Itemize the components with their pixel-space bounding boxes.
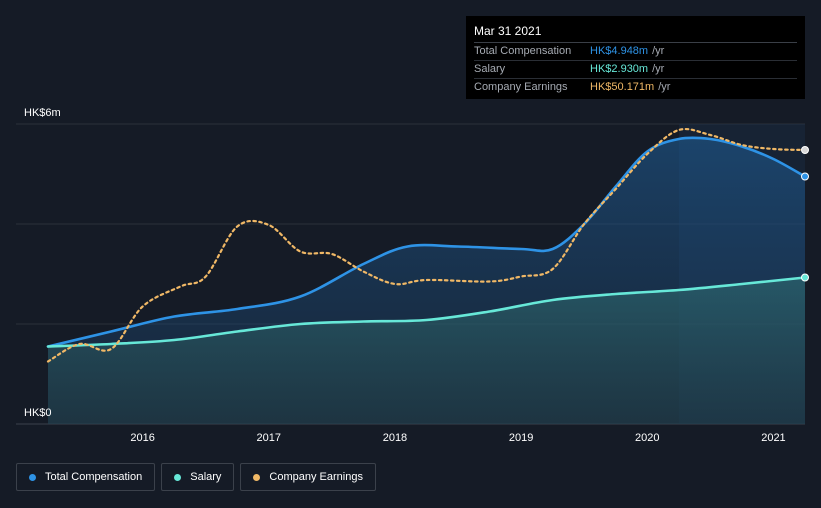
legend-dot-icon bbox=[253, 473, 261, 481]
tooltip-label: Company Earnings bbox=[474, 81, 568, 93]
legend-dot-icon bbox=[174, 473, 182, 481]
x-tick-label: 2020 bbox=[635, 432, 659, 444]
salary-area bbox=[48, 277, 805, 424]
x-tick-label: 2019 bbox=[509, 432, 533, 444]
tooltip-value: HK$50.171m bbox=[590, 81, 655, 93]
y-axis-bottom-label: HK$0 bbox=[24, 407, 52, 419]
tooltip-label: Total Compensation bbox=[474, 45, 572, 57]
legend-item-salary[interactable]: Salary bbox=[161, 463, 235, 491]
tooltip-value: HK$2.930m bbox=[590, 63, 649, 75]
tooltip-row-salary: Salary HK$2.930m /yr bbox=[474, 61, 797, 79]
tooltip-date: Mar 31 2021 bbox=[474, 24, 797, 43]
salary-end-dot[interactable] bbox=[801, 273, 809, 282]
series-end-dots bbox=[801, 146, 809, 282]
x-tick-label: 2016 bbox=[130, 432, 154, 444]
tooltip-row-total-compensation: Total Compensation HK$4.948m /yr bbox=[474, 43, 797, 61]
company-earnings-end-dot[interactable] bbox=[801, 146, 809, 154]
salary-line bbox=[46, 276, 807, 348]
legend-item-company-earnings[interactable]: Company Earnings bbox=[240, 463, 376, 491]
x-tick-label: 2018 bbox=[383, 432, 407, 444]
total-compensation-line bbox=[46, 136, 807, 348]
tooltip-unit: /yr bbox=[652, 45, 665, 57]
legend-dot-icon bbox=[29, 473, 36, 481]
tooltip-row-company-earnings: Company Earnings HK$50.171m /yr bbox=[474, 79, 797, 96]
legend-item-total-compensation[interactable]: Total Compensation bbox=[16, 463, 156, 491]
legend-label: Salary bbox=[190, 471, 222, 483]
legend-label: Total Compensation bbox=[45, 471, 143, 483]
y-axis-top-label: HK$6m bbox=[24, 107, 61, 119]
tooltip-panel: Mar 31 2021 Total Compensation HK$4.948m… bbox=[466, 16, 805, 99]
company-earnings-line bbox=[46, 127, 807, 363]
series-lines bbox=[46, 127, 807, 363]
x-axis-ticks: 2016 2017 2018 2019 2020 2021 bbox=[130, 432, 785, 444]
tooltip-label: Salary bbox=[474, 63, 506, 75]
x-tick-label: 2017 bbox=[257, 432, 281, 444]
tooltip-unit: /yr bbox=[658, 81, 671, 93]
chart-legend: Total Compensation Salary Company Earnin… bbox=[16, 463, 376, 491]
x-tick-label: 2021 bbox=[761, 432, 785, 444]
tooltip-unit: /yr bbox=[652, 63, 665, 75]
legend-label: Company Earnings bbox=[269, 471, 363, 483]
total-compensation-end-dot[interactable] bbox=[801, 172, 809, 181]
tooltip-value: HK$4.948m bbox=[590, 45, 649, 57]
